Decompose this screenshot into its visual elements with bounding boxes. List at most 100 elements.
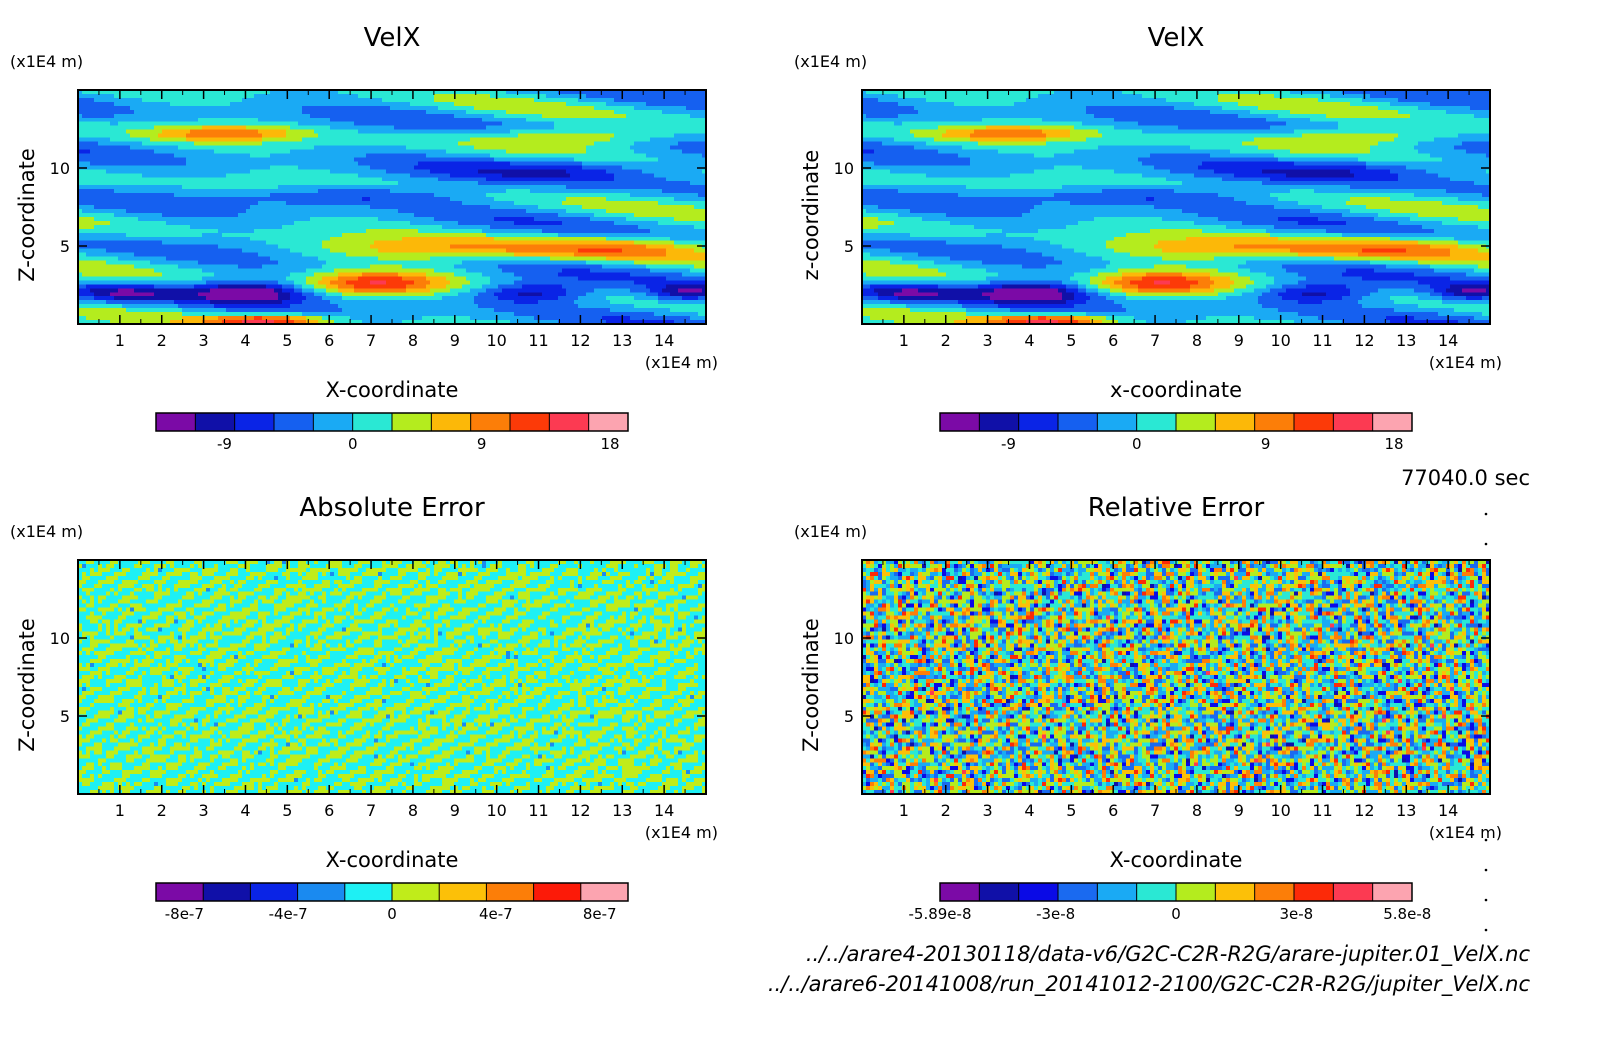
heat-cell xyxy=(186,94,191,99)
heat-cell xyxy=(414,205,419,210)
heat-cell xyxy=(106,165,111,170)
heat-cell xyxy=(402,134,407,139)
heat-cell xyxy=(174,161,179,166)
heat-cell xyxy=(398,146,403,151)
heat-cell xyxy=(578,149,583,154)
heat-cell xyxy=(510,126,515,131)
heat-cell xyxy=(650,185,655,190)
heat-cell xyxy=(142,153,147,158)
heat-cell xyxy=(270,106,275,111)
heat-cell xyxy=(550,209,555,214)
heat-cell xyxy=(290,161,295,166)
heat-cell xyxy=(190,161,195,166)
heat-cell xyxy=(218,110,223,115)
heat-cell xyxy=(510,118,515,123)
heat-cell xyxy=(602,201,607,206)
heat-cell xyxy=(186,177,191,182)
heat-cell xyxy=(614,185,619,190)
heat-cell xyxy=(130,126,135,131)
heat-cell xyxy=(322,165,327,170)
heat-cell xyxy=(458,130,463,135)
heat-cell xyxy=(574,94,579,99)
heat-cell xyxy=(198,106,203,111)
heat-cell xyxy=(338,161,343,166)
heat-cell xyxy=(146,177,151,182)
heat-cell xyxy=(298,94,303,99)
heat-cell xyxy=(694,138,699,143)
heat-cell xyxy=(422,130,427,135)
heat-cell xyxy=(114,102,119,107)
heat-cell xyxy=(630,118,635,123)
heat-cell xyxy=(474,169,479,174)
heat-cell xyxy=(538,114,543,119)
heat-cell xyxy=(150,134,155,139)
heat-cell xyxy=(278,181,283,186)
heat-cell xyxy=(242,181,247,186)
heat-cell xyxy=(162,213,167,218)
heat-cell xyxy=(138,126,143,131)
heat-cell xyxy=(578,130,583,135)
heat-cell xyxy=(666,185,671,190)
heat-cell xyxy=(394,149,399,154)
heat-cell xyxy=(474,106,479,111)
heat-cell xyxy=(454,126,459,131)
heat-cell xyxy=(554,142,559,147)
heat-cell xyxy=(518,201,523,206)
heat-cell xyxy=(454,118,459,123)
heat-cell xyxy=(114,173,119,178)
heat-cell xyxy=(378,173,383,178)
heat-cell xyxy=(502,193,507,198)
heat-cell xyxy=(150,201,155,206)
heat-cell xyxy=(498,106,503,111)
heat-cell xyxy=(194,114,199,119)
heat-cell xyxy=(502,138,507,143)
heat-cell xyxy=(414,146,419,151)
heat-cell xyxy=(90,201,95,206)
heat-cell xyxy=(514,149,519,154)
heat-cell xyxy=(394,209,399,214)
heat-cell xyxy=(350,173,355,178)
heat-cell xyxy=(462,138,467,143)
heat-cell xyxy=(690,165,695,170)
heat-cell xyxy=(658,114,663,119)
heat-cell xyxy=(274,122,279,127)
heat-cell xyxy=(386,157,391,162)
heat-cell xyxy=(370,173,375,178)
heat-cell xyxy=(434,201,439,206)
heat-cell xyxy=(442,201,447,206)
heat-cell xyxy=(670,173,675,178)
heat-cell xyxy=(602,126,607,131)
heat-cell xyxy=(150,165,155,170)
heat-cell xyxy=(262,193,267,198)
heat-cell xyxy=(694,98,699,103)
heat-cell xyxy=(142,193,147,198)
heat-cell xyxy=(246,165,251,170)
heat-cell xyxy=(614,177,619,182)
heat-cell xyxy=(302,114,307,119)
heat-cell xyxy=(670,118,675,123)
heat-cell xyxy=(382,189,387,194)
heat-cell xyxy=(370,205,375,210)
heat-cell xyxy=(214,173,219,178)
heat-cell xyxy=(354,181,359,186)
heat-cell xyxy=(698,189,703,194)
heat-cell xyxy=(698,205,703,210)
heat-cell xyxy=(478,161,483,166)
heat-cell xyxy=(242,201,247,206)
heat-cell xyxy=(694,110,699,115)
heat-cell xyxy=(330,181,335,186)
heat-cell xyxy=(698,157,703,162)
heat-cell xyxy=(434,185,439,190)
heat-cell xyxy=(390,149,395,154)
heat-cell xyxy=(182,205,187,210)
heat-cell xyxy=(350,130,355,135)
heat-cell xyxy=(462,209,467,214)
heat-cell xyxy=(430,134,435,139)
heat-cell xyxy=(210,142,215,147)
heat-cell xyxy=(494,189,499,194)
heat-cell xyxy=(434,102,439,107)
heat-cell xyxy=(126,149,131,154)
heat-cell xyxy=(250,185,255,190)
heat-cell xyxy=(206,185,211,190)
heat-cell xyxy=(498,185,503,190)
